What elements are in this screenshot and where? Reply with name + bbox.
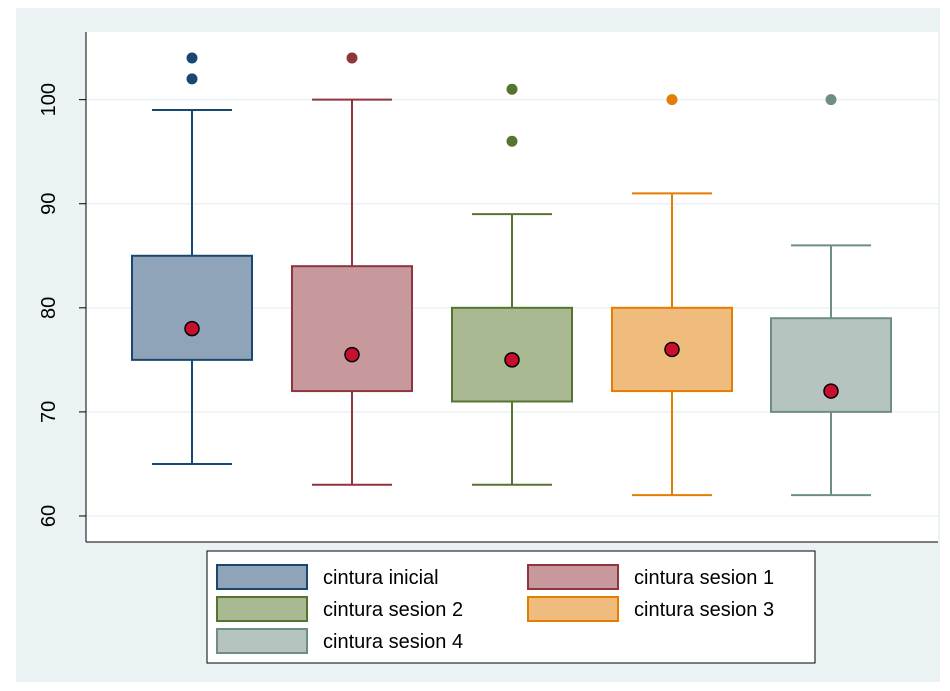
outlier-point xyxy=(506,83,518,95)
y-axis: 60 70 80 90 100 xyxy=(38,32,938,543)
outlier-point xyxy=(346,52,358,64)
mean-marker xyxy=(504,352,520,368)
outlier-point xyxy=(506,135,518,147)
legend-item: cintura sesion 4 xyxy=(216,628,463,654)
outlier-point xyxy=(666,94,678,106)
legend-label: cintura sesion 4 xyxy=(323,631,463,653)
legend-swatch xyxy=(527,564,619,590)
iqr-box xyxy=(611,306,733,393)
y-tick-label: 100 xyxy=(38,83,60,116)
iqr-box xyxy=(291,265,413,393)
y-tick-label: 70 xyxy=(38,401,60,423)
legend-item: cintura sesion 1 xyxy=(527,564,774,590)
legend-swatch xyxy=(216,628,308,654)
y-tick-label: 60 xyxy=(38,505,60,527)
legend-label: cintura sesion 3 xyxy=(634,599,774,621)
legend-item: cintura inicial xyxy=(216,564,439,590)
boxes xyxy=(131,52,892,497)
legend-label: cintura inicial xyxy=(323,567,439,589)
legend-swatch xyxy=(527,596,619,622)
y-tick-label: 80 xyxy=(38,297,60,319)
box-1 xyxy=(131,52,253,465)
legend-swatch xyxy=(216,564,308,590)
legend-label: cintura sesion 1 xyxy=(634,567,774,589)
legend-label: cintura sesion 2 xyxy=(323,599,463,621)
legend: cintura inicial cintura sesion 1 cintura s… xyxy=(206,550,816,664)
outlier-point xyxy=(186,52,198,64)
mean-marker xyxy=(344,346,360,363)
mean-marker xyxy=(184,320,200,337)
box-5 xyxy=(770,94,892,497)
y-tick-label: 90 xyxy=(38,193,60,215)
box-4 xyxy=(611,94,733,497)
legend-item: cintura sesion 2 xyxy=(216,596,463,622)
legend-item: cintura sesion 3 xyxy=(527,596,774,622)
outlier-point xyxy=(186,73,198,85)
mean-marker xyxy=(664,341,680,358)
iqr-box xyxy=(131,254,253,361)
legend-frame xyxy=(206,550,816,664)
mean-marker xyxy=(823,383,839,399)
outlier-point xyxy=(825,94,837,106)
box-3 xyxy=(451,83,573,486)
legend-swatch xyxy=(216,596,308,622)
box-2 xyxy=(291,52,413,486)
